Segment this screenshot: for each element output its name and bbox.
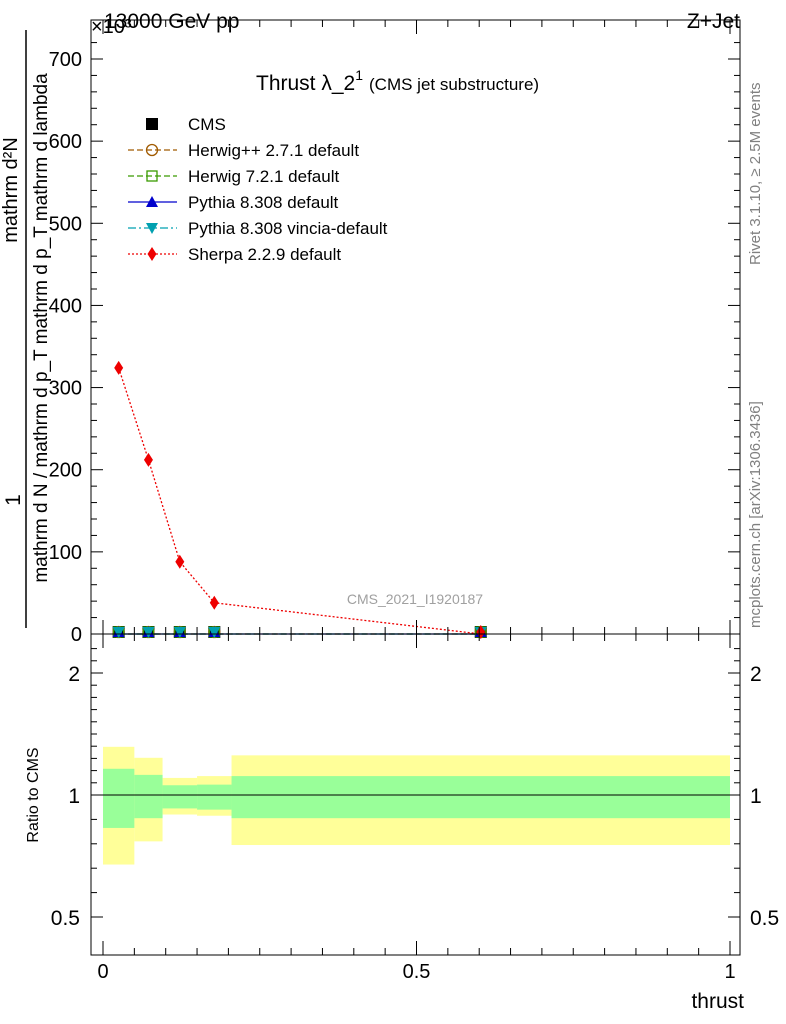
main-y-tick-label: 400 bbox=[49, 295, 82, 317]
ratio-band-inner-0 bbox=[103, 768, 135, 828]
ratio-y-tick-label-right: 0.5 bbox=[750, 907, 779, 930]
legend: CMS Herwig++ 2.7.1 default Herwig 7.2.1 de… bbox=[128, 115, 388, 264]
ratio-uncertainty-bands bbox=[103, 746, 730, 865]
axis-ticks bbox=[91, 20, 740, 955]
ratio-y-tick-label-left: 0.5 bbox=[51, 907, 80, 930]
header-right: Z+Jet bbox=[687, 10, 740, 33]
legend-marker bbox=[146, 118, 158, 130]
data-point bbox=[175, 554, 185, 569]
header-left: 13000 GeV pp bbox=[104, 10, 239, 33]
ratio-y-tick-label-right: 2 bbox=[750, 663, 762, 686]
ratio-band-inner-3 bbox=[197, 784, 232, 810]
rivet-label: Rivet 3.1.10, ≥ 2.5M events bbox=[747, 83, 764, 266]
main-y-tick-label: 500 bbox=[49, 213, 82, 235]
legend-marker bbox=[145, 143, 159, 157]
x-tick-label: 0 bbox=[97, 961, 108, 983]
mcplots-label: mcplots.cern.ch [arXiv:1306.3436] bbox=[747, 401, 764, 628]
ratio-band-inner-2 bbox=[162, 785, 198, 809]
legend-label: Sherpa 2.2.9 default bbox=[188, 245, 341, 264]
legend-marker bbox=[146, 196, 158, 207]
legend-label: Herwig++ 2.7.1 default bbox=[188, 141, 359, 160]
data-point bbox=[173, 627, 186, 638]
tick-labels: 0 100 200 300 400 500 600 700 0.5 0.5 1 1 2 2 0 0.5 1 bbox=[49, 49, 780, 983]
chart-title-sub: (CMS jet substructure) bbox=[369, 75, 539, 94]
main-y-tick-label: 0 bbox=[71, 624, 82, 646]
data-point bbox=[114, 360, 124, 375]
legend-label: Pythia 8.308 default bbox=[188, 193, 339, 212]
ylabel-denominator: mathrm d N / mathrm d p_T mathrm d p_T m… bbox=[31, 73, 52, 583]
legend-label: Herwig 7.2.1 default bbox=[188, 167, 339, 186]
main-y-tick-label: 300 bbox=[49, 378, 82, 400]
data-point bbox=[208, 627, 221, 638]
data-point bbox=[476, 625, 486, 639]
chart-title-main: Thrust λ_2 bbox=[256, 72, 355, 95]
main-y-tick-label: 100 bbox=[49, 542, 82, 564]
ratio-band-inner-4 bbox=[231, 776, 730, 819]
chart-title-sup: 1 bbox=[355, 67, 363, 83]
main-y-tick-label: 600 bbox=[49, 131, 82, 153]
data-point bbox=[142, 627, 155, 638]
main-y-axis-label: 1 mathrm d²N mathrm d N / mathrm d p_T m… bbox=[0, 30, 52, 628]
series-line-sherpa-2-2-9-default bbox=[118, 367, 481, 635]
data-point bbox=[209, 595, 219, 610]
exponent-label: ×10³ bbox=[91, 16, 132, 38]
data-point bbox=[112, 627, 125, 638]
legend-label: CMS bbox=[188, 115, 226, 134]
x-tick-label: 1 bbox=[724, 961, 735, 983]
ratio-y-axis-label: Ratio to CMS bbox=[25, 747, 42, 842]
legend-marker bbox=[147, 247, 157, 261]
ratio-y-tick-label-left: 1 bbox=[68, 785, 80, 808]
ylabel-one: 1 bbox=[2, 494, 25, 506]
ylabel-numerator: mathrm d²N bbox=[0, 137, 22, 243]
legend-label: Pythia 8.308 vincia-default bbox=[188, 219, 388, 238]
watermark: CMS_2021_I1920187 bbox=[347, 591, 483, 607]
chart-title: Thrust λ_21 (CMS jet substructure) bbox=[256, 67, 539, 95]
x-tick-label: 0.5 bbox=[403, 961, 431, 983]
x-axis-label: thrust bbox=[691, 990, 744, 1013]
main-y-tick-label: 700 bbox=[49, 49, 82, 71]
legend-marker bbox=[146, 170, 158, 182]
ratio-band-inner-1 bbox=[134, 774, 163, 819]
series-markers bbox=[112, 360, 487, 639]
data-point bbox=[143, 452, 153, 467]
main-y-tick-label: 200 bbox=[49, 460, 82, 482]
ratio-y-tick-label-right: 1 bbox=[750, 785, 762, 808]
legend-marker bbox=[146, 223, 158, 234]
ratio-y-tick-label-left: 2 bbox=[68, 663, 80, 686]
main-panel-frame bbox=[90, 19, 741, 635]
